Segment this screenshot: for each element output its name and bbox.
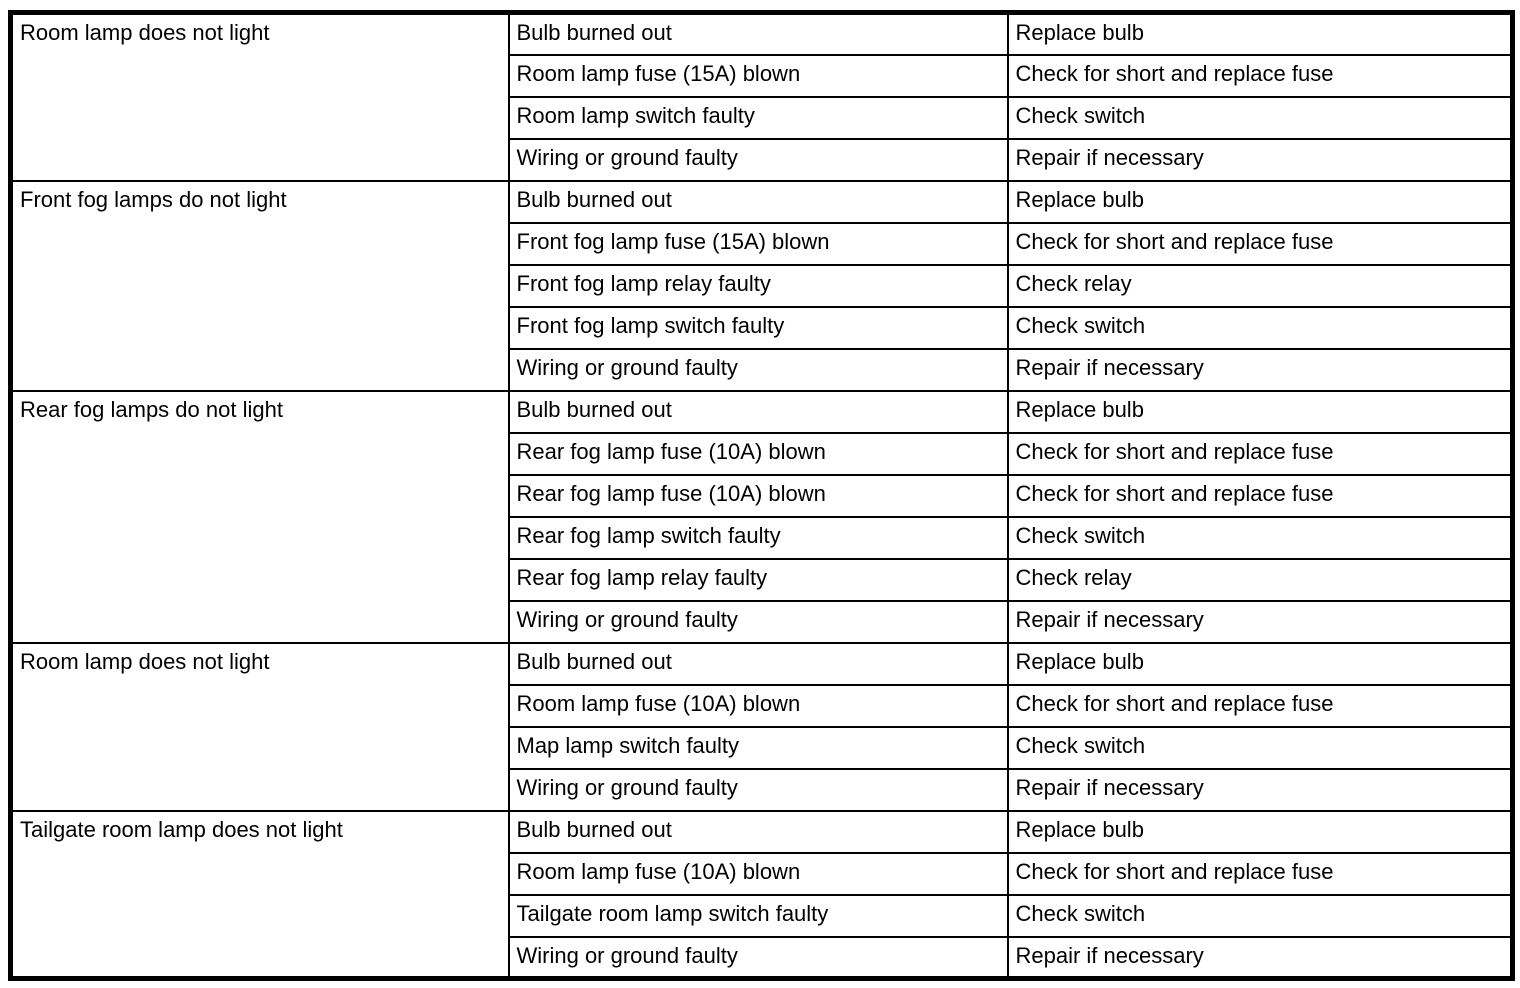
remedy-cell: Replace bulb xyxy=(1006,179,1514,224)
remedy-cell: Check for short and replace fuse xyxy=(1006,473,1514,518)
cause-cell: Front fog lamp relay faulty xyxy=(507,263,1009,308)
remedy-cell: Replace bulb xyxy=(1006,11,1514,56)
table-row: Tailgate room lamp does not light Bulb bu… xyxy=(9,809,1514,980)
table-row: Front fog lamp relay faulty Check relay xyxy=(11,263,1514,308)
table-row: Map lamp switch faulty Check switch xyxy=(11,725,1514,770)
remedy-cell: Replace bulb xyxy=(1006,641,1514,686)
cause-cell: Bulb burned out xyxy=(507,11,1009,56)
cause-cell: Room lamp switch faulty xyxy=(507,95,1009,140)
table-row: Wiring or ground faulty Repair if necessa… xyxy=(11,935,1514,980)
symptom-cell: Tailgate room lamp does not light xyxy=(9,809,510,980)
cause-cell: Map lamp switch faulty xyxy=(507,725,1009,770)
cause-cell: Front fog lamp fuse (15A) blown xyxy=(507,221,1009,266)
cause-cell: Wiring or ground faulty xyxy=(507,137,1009,182)
troubleshooting-table: Room lamp does not light Bulb burned out R… xyxy=(8,10,1515,981)
cause-cell: Bulb burned out xyxy=(507,389,1009,434)
cause-cell: Rear fog lamp switch faulty xyxy=(507,515,1009,560)
remedy-cell: Replace bulb xyxy=(1006,389,1514,434)
cause-cell: Rear fog lamp fuse (10A) blown xyxy=(507,431,1009,476)
cause-cell: Wiring or ground faulty xyxy=(507,767,1009,812)
remedy-cell: Check switch xyxy=(1006,95,1514,140)
cause-cell: Bulb burned out xyxy=(507,179,1009,224)
remedy-cell: Repair if necessary xyxy=(1006,347,1514,392)
table-row: Room lamp does not light Bulb burned out R… xyxy=(9,641,1514,812)
table-row: Rear fog lamps do not light Bulb burned o… xyxy=(9,389,1514,644)
symptom-cell: Room lamp does not light xyxy=(9,11,510,182)
table-row: Wiring or ground faulty Repair if necessa… xyxy=(11,599,1514,644)
cause-cell: Room lamp fuse (10A) blown xyxy=(507,851,1009,896)
table-row: Rear fog lamp relay faulty Check relay xyxy=(11,557,1514,602)
remedy-cell: Repair if necessary xyxy=(1006,137,1514,182)
cause-cell: Room lamp fuse (15A) blown xyxy=(507,53,1009,98)
cause-cell: Rear fog lamp fuse (10A) blown xyxy=(507,473,1009,518)
cause-cell: Room lamp fuse (10A) blown xyxy=(507,683,1009,728)
table-row: Room lamp fuse (10A) blown Check for shor… xyxy=(11,851,1514,896)
cause-cell: Wiring or ground faulty xyxy=(507,347,1009,392)
remedy-cell: Check for short and replace fuse xyxy=(1006,431,1514,476)
remedy-cell: Replace bulb xyxy=(1006,809,1514,854)
table-row: Rear fog lamp fuse (10A) blown Check for … xyxy=(11,431,1514,476)
cause-cell: Wiring or ground faulty xyxy=(507,599,1009,644)
cause-cell: Bulb burned out xyxy=(507,809,1009,854)
remedy-cell: Check relay xyxy=(1006,557,1514,602)
table-row: Rear fog lamp switch faulty Check switch xyxy=(11,515,1514,560)
remedy-cell: Repair if necessary xyxy=(1006,599,1514,644)
table-row: Wiring or ground faulty Repair if necessa… xyxy=(11,347,1514,392)
remedy-cell: Check for short and replace fuse xyxy=(1006,53,1514,98)
remedy-cell: Check for short and replace fuse xyxy=(1006,683,1514,728)
symptom-cell: Rear fog lamps do not light xyxy=(9,389,510,644)
table-row: Front fog lamp fuse (15A) blown Check for… xyxy=(11,221,1514,266)
cause-cell: Front fog lamp switch faulty xyxy=(507,305,1009,350)
remedy-cell: Check switch xyxy=(1006,725,1514,770)
remedy-cell: Repair if necessary xyxy=(1006,767,1514,812)
table-row: Tailgate room lamp switch faulty Check sw… xyxy=(11,893,1514,938)
remedy-cell: Check switch xyxy=(1006,305,1514,350)
remedy-cell: Check for short and replace fuse xyxy=(1006,851,1514,896)
remedy-cell: Check switch xyxy=(1006,893,1514,938)
remedy-cell: Repair if necessary xyxy=(1006,935,1514,980)
symptom-cell: Front fog lamps do not light xyxy=(9,179,510,392)
table-row: Wiring or ground faulty Repair if necessa… xyxy=(11,767,1514,812)
cause-cell: Bulb burned out xyxy=(507,641,1009,686)
table-row: Room lamp does not light Bulb burned out R… xyxy=(9,11,1514,182)
cause-cell: Tailgate room lamp switch faulty xyxy=(507,893,1009,938)
remedy-cell: Check switch xyxy=(1006,515,1514,560)
cause-cell: Rear fog lamp relay faulty xyxy=(507,557,1009,602)
table-row: Front fog lamps do not light Bulb burned … xyxy=(9,179,1514,392)
table-row: Front fog lamp switch faulty Check switch xyxy=(11,305,1514,350)
table-row: Rear fog lamp fuse (10A) blown Check for … xyxy=(11,473,1514,518)
remedy-cell: Check for short and replace fuse xyxy=(1006,221,1514,266)
table-row: Wiring or ground faulty Repair if necessa… xyxy=(11,137,1514,182)
remedy-cell: Check relay xyxy=(1006,263,1514,308)
cause-cell: Wiring or ground faulty xyxy=(507,935,1009,980)
table-row: Room lamp fuse (10A) blown Check for shor… xyxy=(11,683,1514,728)
table-row: Room lamp fuse (15A) blown Check for shor… xyxy=(11,53,1514,98)
table-row: Room lamp switch faulty Check switch xyxy=(11,95,1514,140)
symptom-cell: Room lamp does not light xyxy=(9,641,510,812)
